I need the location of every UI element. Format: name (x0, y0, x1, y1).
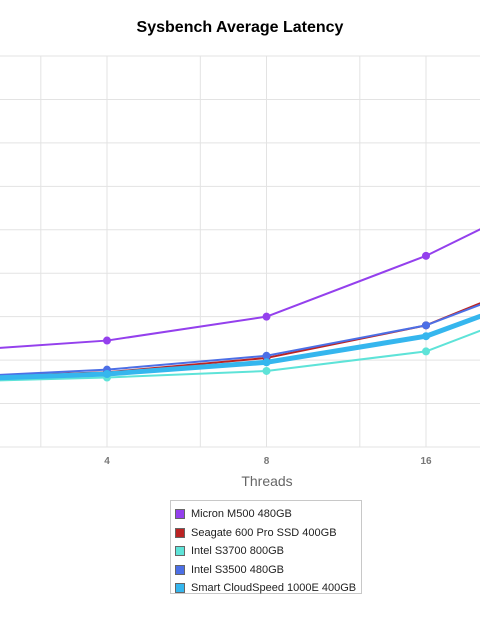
x-tick-labels: 4 8 16 (104, 456, 432, 467)
data-point (262, 312, 271, 321)
legend-label: Seagate 600 Pro SSD 400GB (191, 526, 337, 539)
x-tick-label: 16 (420, 456, 432, 467)
legend-item: Seagate 600 Pro SSD 400GB (175, 524, 361, 543)
legend-label: Micron M500 480GB (191, 508, 292, 521)
data-point (422, 347, 430, 356)
legend-item: Intel S3500 480GB (175, 561, 361, 580)
legend-swatch (175, 509, 185, 520)
x-tick-label: 4 (104, 456, 110, 467)
series-5 (0, 313, 480, 381)
series-line (0, 329, 480, 382)
line-chart-plot: 4 8 16 (0, 55, 480, 467)
legend-item: Smart CloudSpeed 1000E 400GB (175, 579, 361, 598)
legend-swatch (175, 527, 185, 538)
series-1 (0, 228, 480, 349)
legend-label: Intel S3700 800GB (191, 545, 284, 558)
legend: Micron M500 480GB Seagate 600 Pro SSD 400… (170, 500, 362, 594)
legend-swatch (175, 564, 185, 575)
series-lines (0, 228, 480, 382)
legend-swatch (175, 546, 185, 557)
x-axis-title: Threads (241, 473, 293, 489)
data-point (262, 366, 271, 375)
data-point (103, 370, 111, 379)
data-point (422, 251, 430, 260)
legend-item: Micron M500 480GB (175, 505, 361, 524)
series-line (0, 228, 480, 349)
legend-label: Smart CloudSpeed 1000E 400GB (191, 582, 357, 595)
series-3 (0, 329, 480, 382)
data-point (422, 321, 430, 330)
data-point (262, 351, 271, 360)
data-point (422, 332, 430, 341)
chart-title: Sysbench Average Latency (136, 19, 344, 36)
data-point (103, 336, 111, 345)
grid-lines (0, 55, 480, 448)
legend-item: Intel S3700 800GB (175, 542, 361, 561)
legend-label: Intel S3500 480GB (191, 563, 284, 576)
x-tick-label: 8 (264, 456, 270, 467)
legend-swatch (175, 583, 185, 594)
data-point (262, 358, 271, 367)
